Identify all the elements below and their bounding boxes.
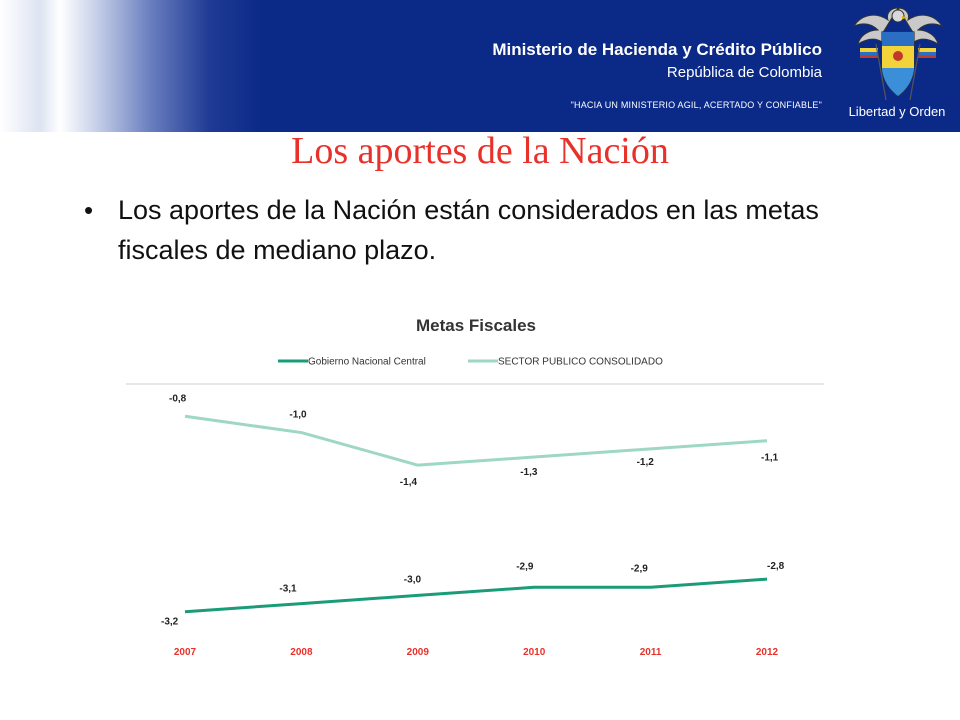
- legend-item-1: SECTOR PUBLICO CONSOLIDADO: [468, 357, 663, 368]
- x-tick-label: 2008: [290, 647, 313, 658]
- colombia-coat-of-arms-icon: [852, 7, 944, 101]
- ministry-name: Ministerio de Hacienda y Crédito Público: [492, 40, 822, 59]
- x-tick-label: 2009: [407, 647, 430, 658]
- country-name: República de Colombia: [666, 64, 822, 81]
- legend-label: SECTOR PUBLICO CONSOLIDADO: [498, 357, 663, 368]
- x-tick-label: 2007: [174, 647, 197, 658]
- header-text: Ministerio de Hacienda y Crédito Público…: [492, 40, 822, 111]
- data-label: -2,9: [516, 561, 534, 572]
- data-label: -1,1: [761, 453, 779, 464]
- emblem-caption: Libertad y Orden: [848, 104, 946, 119]
- bullet-dot-icon: •: [84, 195, 94, 225]
- data-label: -1,3: [520, 467, 538, 478]
- data-label: -3,1: [279, 584, 297, 595]
- x-tick-label: 2010: [523, 647, 546, 658]
- header-banner: Ministerio de Hacienda y Crédito Público…: [0, 0, 960, 132]
- data-label: -3,2: [161, 617, 179, 628]
- data-label: -1,4: [400, 477, 418, 488]
- plot-area: -3,2 -3,1 -3,0 -2,9 -2,9 -2,8 -0,8 -1,0 -1,4 -1,3…: [161, 393, 785, 658]
- data-label: -2,8: [767, 561, 785, 572]
- series-line-0: [184, 577, 768, 614]
- data-label: -3,0: [404, 574, 422, 585]
- bullet-text: Los aportes de la Nación están considera…: [118, 195, 819, 265]
- data-label: -0,8: [169, 393, 187, 404]
- x-tick-label: 2012: [756, 647, 779, 658]
- chart-title: Metas Fiscales: [416, 316, 536, 335]
- data-label: -1,2: [637, 457, 655, 468]
- data-label: -2,9: [631, 563, 649, 574]
- data-label: -1,0: [289, 410, 307, 421]
- chart-legend: Gobierno Nacional Central SECTOR PUBLICO …: [278, 357, 663, 368]
- metas-fiscales-chart: Metas Fiscales Gobierno Nacional Central…: [126, 316, 824, 658]
- legend-label: Gobierno Nacional Central: [308, 357, 426, 368]
- x-tick-label: 2011: [640, 647, 662, 658]
- series-line-1: [184, 414, 768, 467]
- legend-item-0: Gobierno Nacional Central: [278, 357, 426, 368]
- motto: "HACIA UN MINISTERIO AGIL, ACERTADO Y CO…: [570, 100, 822, 110]
- slide-title: Los aportes de la Nación: [291, 130, 669, 172]
- bullet-item: • Los aportes de la Nación están conside…: [84, 190, 844, 270]
